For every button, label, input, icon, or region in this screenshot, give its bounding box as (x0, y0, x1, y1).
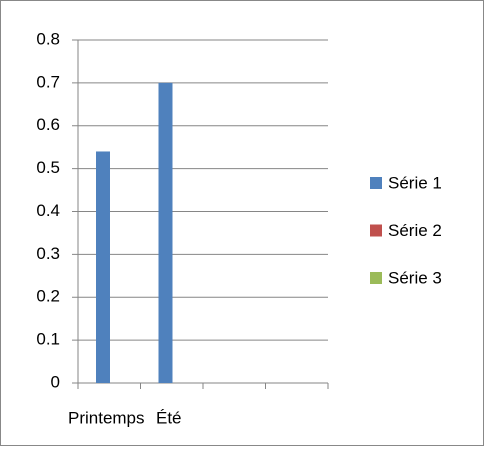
legend-swatch (370, 272, 382, 284)
y-tick-label: 0.3 (36, 244, 60, 263)
legend-swatch (370, 224, 382, 237)
y-tick-label: 0 (51, 372, 60, 391)
x-tick-label: Été (156, 408, 182, 427)
y-tick-label: 0.1 (36, 330, 60, 349)
legend-label: Série 2 (388, 221, 442, 240)
bar (96, 151, 110, 383)
y-tick-label: 0.5 (36, 158, 60, 177)
y-tick-label: 0.6 (36, 115, 60, 134)
legend-label: Série 1 (388, 173, 442, 192)
y-tick-label: 0.2 (36, 287, 60, 306)
y-tick-label: 0.8 (36, 29, 60, 48)
legend-label: Série 3 (388, 268, 442, 287)
y-tick-label: 0.4 (36, 201, 60, 220)
x-tick-label: Printemps (68, 408, 145, 427)
bar (158, 82, 173, 383)
legend-swatch (370, 177, 382, 189)
y-tick-label: 0.7 (36, 72, 60, 91)
